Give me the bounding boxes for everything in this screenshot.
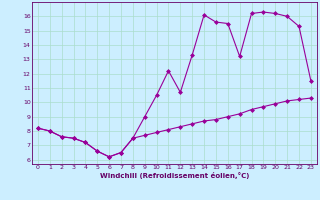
X-axis label: Windchill (Refroidissement éolien,°C): Windchill (Refroidissement éolien,°C) — [100, 172, 249, 179]
